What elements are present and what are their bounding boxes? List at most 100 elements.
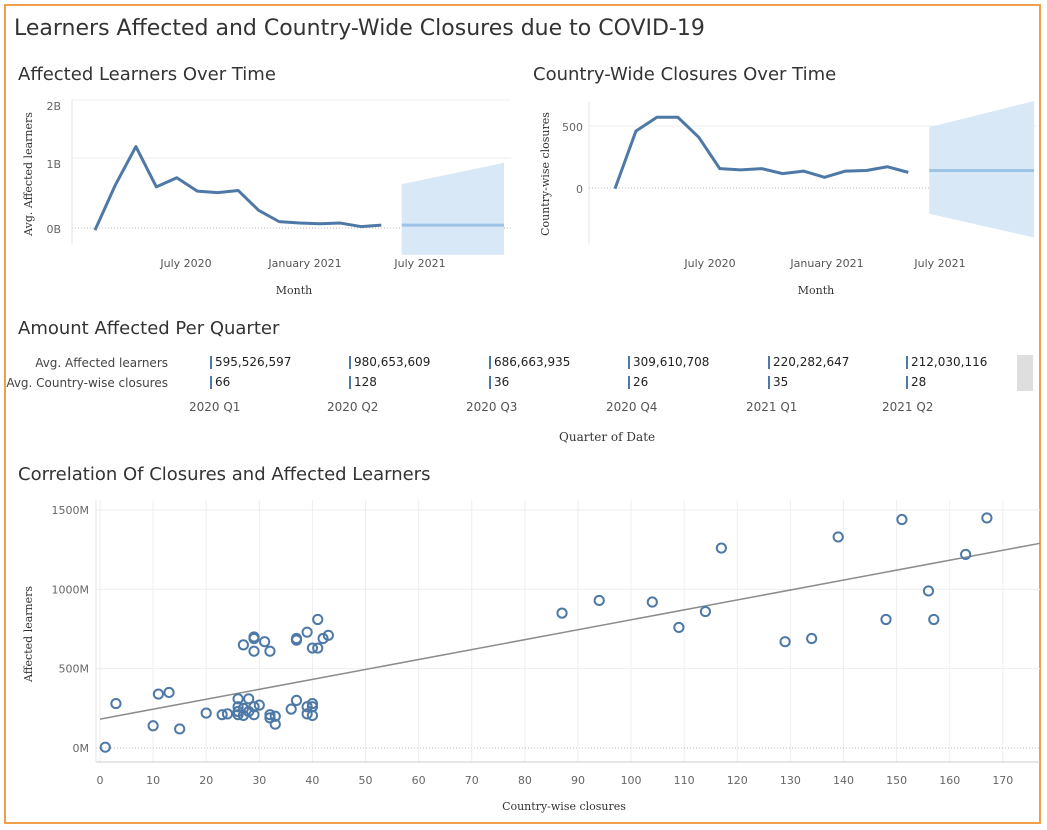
- scatter-point[interactable]: [99, 741, 111, 753]
- x-tick-130: 130: [780, 774, 801, 787]
- scatter-point[interactable]: [880, 613, 892, 626]
- scatter-point[interactable]: [259, 636, 271, 648]
- scatter-point[interactable]: [237, 639, 249, 651]
- dashboard-frame: Learners Affected and Country-Wide Closu…: [4, 4, 1041, 824]
- series-line[interactable]: [613, 115, 909, 190]
- x-tick-120: 120: [727, 774, 748, 787]
- x-tick-jul-2021: July 2021: [393, 257, 445, 270]
- dashboard-title: Learners Affected and Country-Wide Closu…: [14, 16, 705, 41]
- y-tick-500: 500: [562, 121, 583, 134]
- scatter-point[interactable]: [715, 542, 727, 554]
- closures-2021-q1: 35: [768, 376, 788, 389]
- scatter-point[interactable]: [110, 697, 122, 710]
- scatter-point[interactable]: [301, 708, 313, 720]
- quarter-header-2020-q4: 2020 Q4: [606, 400, 658, 414]
- x-tick-60: 60: [412, 774, 426, 787]
- y-tick-1500m: 1500M: [52, 504, 90, 517]
- closures-2020-q2: 128: [349, 376, 377, 389]
- y-axis-label: Affected learners: [22, 586, 35, 683]
- y-tick-0b: 0B: [46, 223, 61, 236]
- y-tick-0: 0: [576, 183, 583, 196]
- scatter-point[interactable]: [163, 686, 175, 699]
- scatter-point[interactable]: [960, 548, 972, 561]
- scatter-point[interactable]: [306, 642, 319, 654]
- scatter-point[interactable]: [152, 688, 165, 700]
- scatter-point[interactable]: [673, 621, 685, 634]
- learners-2021-q1: 220,282,647: [768, 356, 849, 369]
- scatter-point[interactable]: [290, 694, 303, 706]
- quarter-header-2020-q1: 2020 Q1: [189, 400, 241, 414]
- correlation-scatter-chart[interactable]: 0 10 20 30 40 50 60 70 80 90 100 110 120 130 140 150 160…: [6, 494, 1041, 822]
- scatter-point[interactable]: [248, 701, 260, 713]
- learners-2021-q2: 212,030,116: [906, 356, 987, 369]
- closures-2020-q4: 26: [628, 376, 648, 389]
- scatter-point[interactable]: [322, 629, 334, 641]
- learners-line-chart[interactable]: 2B 1B 0B July 2020 January 2021 July 202…: [6, 92, 526, 307]
- scatter-point[interactable]: [922, 585, 935, 597]
- quarter-header-2020-q3: 2020 Q3: [466, 400, 518, 414]
- trend-line: [99, 542, 1041, 720]
- scatter-point[interactable]: [928, 613, 940, 626]
- scatter-point[interactable]: [312, 613, 324, 626]
- closures-2021-q2: 28: [906, 376, 926, 389]
- x-tick-jul-2021: July 2021: [913, 257, 965, 270]
- x-tick-20: 20: [199, 774, 213, 787]
- x-tick-150: 150: [886, 774, 907, 787]
- scatter-point[interactable]: [593, 594, 605, 607]
- scatter-point[interactable]: [253, 699, 265, 711]
- scatter-point[interactable]: [264, 645, 276, 657]
- scatter-point[interactable]: [269, 710, 281, 722]
- closures-2020-q3: 36: [489, 376, 509, 389]
- scatter-point[interactable]: [216, 709, 228, 721]
- scatter-point[interactable]: [301, 626, 313, 638]
- series-line[interactable]: [93, 145, 382, 231]
- scatter-point[interactable]: [290, 634, 303, 646]
- x-tick-110: 110: [674, 774, 695, 787]
- x-tick-40: 40: [305, 774, 319, 787]
- scatter-point[interactable]: [248, 645, 260, 657]
- scatter-point[interactable]: [806, 632, 818, 645]
- scatter-point[interactable]: [285, 703, 297, 715]
- x-tick-80: 80: [518, 774, 532, 787]
- table-scrollbar[interactable]: [1017, 355, 1033, 391]
- scatter-point[interactable]: [269, 718, 281, 730]
- y-axis-label: Country-wise closures: [539, 112, 552, 236]
- x-tick-10: 10: [146, 774, 160, 787]
- scatter-point[interactable]: [243, 693, 255, 705]
- scatter-point[interactable]: [556, 607, 568, 619]
- scatter-point[interactable]: [200, 707, 212, 719]
- learners-2020-q2: 980,653,609: [349, 356, 430, 369]
- row-label-closures: Avg. Country-wise closures: [6, 376, 168, 390]
- scatter-point[interactable]: [699, 605, 712, 618]
- x-tick-jan-2021: January 2021: [267, 257, 341, 270]
- quarter-axis-label: Quarter of Date: [559, 430, 656, 444]
- scatter-point[interactable]: [232, 701, 244, 713]
- y-tick-500m: 500M: [59, 663, 90, 676]
- scatter-point[interactable]: [981, 512, 993, 524]
- scatter-point[interactable]: [221, 708, 234, 720]
- learners-chart-title: Affected Learners Over Time: [18, 64, 276, 85]
- closures-line-chart[interactable]: 500 0 July 2020 January 2021 July 2021 M…: [521, 92, 1041, 307]
- x-tick-jan-2021: January 2021: [789, 257, 863, 270]
- x-axis-label: Month: [798, 284, 834, 297]
- scatter-point[interactable]: [832, 531, 844, 543]
- row-label-learners: Avg. Affected learners: [35, 356, 168, 370]
- x-tick-170: 170: [992, 774, 1013, 787]
- scatter-point[interactable]: [312, 642, 324, 654]
- quarter-table: Avg. Affected learners Avg. Country-wise…: [6, 350, 1043, 450]
- scatter-point[interactable]: [174, 723, 186, 735]
- scatter-point[interactable]: [248, 632, 260, 645]
- x-axis-label: Country-wise closures: [502, 800, 626, 813]
- quarter-table-title: Amount Affected Per Quarter: [18, 318, 280, 339]
- scatter-point[interactable]: [306, 709, 319, 722]
- x-tick-160: 160: [939, 774, 960, 787]
- scatter-point[interactable]: [248, 709, 260, 721]
- scatter-point[interactable]: [896, 513, 908, 526]
- scatter-point[interactable]: [779, 636, 791, 648]
- scatter-point[interactable]: [147, 720, 159, 732]
- x-tick-30: 30: [252, 774, 266, 787]
- correlation-chart-title: Correlation Of Closures and Affected Lea…: [18, 464, 431, 485]
- scatter-point[interactable]: [646, 596, 658, 608]
- x-tick-jul-2020: July 2020: [683, 257, 735, 270]
- scatter-point[interactable]: [232, 693, 244, 705]
